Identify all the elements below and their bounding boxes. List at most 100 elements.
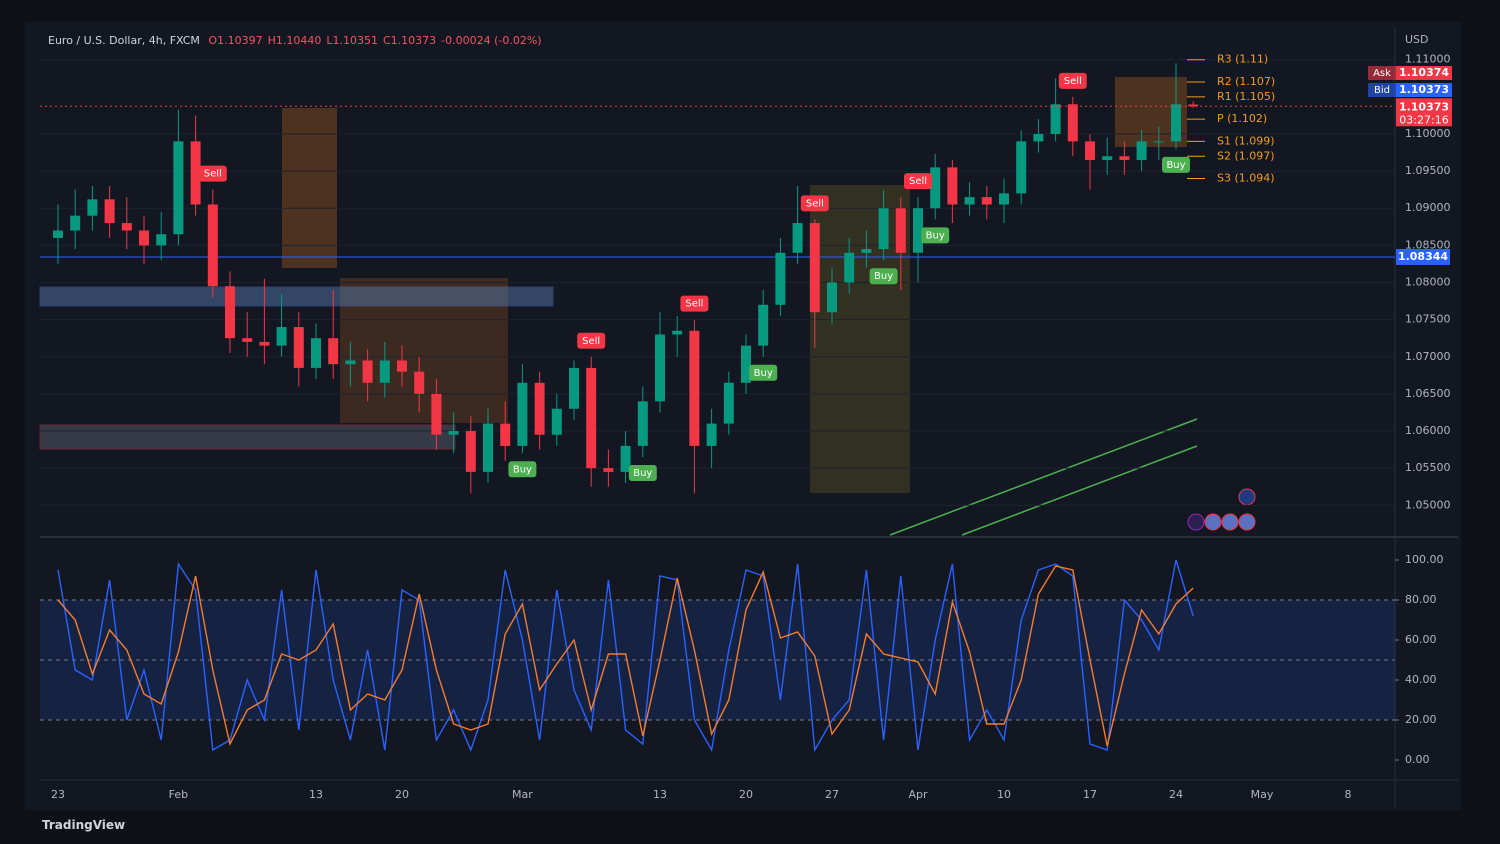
candle-body bbox=[775, 252, 786, 305]
y-tick-label: 0.00 bbox=[1405, 753, 1430, 766]
quote-tag-bg bbox=[1368, 83, 1396, 97]
signal-label: Buy bbox=[633, 468, 652, 479]
candle-body bbox=[121, 223, 132, 231]
symbol-title: Euro / U.S. Dollar, 4h, FXCM bbox=[48, 34, 200, 47]
event-icon[interactable] bbox=[1204, 513, 1222, 531]
candle-body bbox=[620, 445, 631, 472]
quote-tag-value: 1.10373 bbox=[1399, 83, 1449, 96]
y-tick-label: 1.06000 bbox=[1405, 424, 1451, 437]
candle-body bbox=[655, 334, 665, 402]
candle-body bbox=[758, 304, 769, 346]
candle-body bbox=[190, 141, 201, 205]
y-tick-label: 1.10000 bbox=[1405, 127, 1451, 140]
candle-body bbox=[1171, 104, 1181, 142]
event-icon[interactable] bbox=[1187, 513, 1205, 531]
event-icon[interactable] bbox=[1221, 513, 1239, 531]
ohlc-readout: -0.00024 (-0.02%) bbox=[441, 34, 542, 47]
x-tick-label: 24 bbox=[1169, 788, 1183, 801]
candle-body bbox=[947, 167, 958, 205]
candle-body bbox=[913, 208, 923, 253]
candle-body bbox=[173, 141, 184, 235]
candle-body bbox=[792, 223, 803, 253]
candle-body bbox=[104, 199, 115, 224]
candle-body bbox=[431, 393, 442, 435]
x-tick-label: May bbox=[1251, 788, 1274, 801]
y-tick-label: 1.09000 bbox=[1405, 201, 1451, 214]
candle-body bbox=[1067, 104, 1078, 142]
event-icon[interactable] bbox=[1238, 513, 1256, 531]
candle-body bbox=[53, 230, 63, 238]
quote-tag-value: 1.10374 bbox=[1399, 66, 1449, 79]
countdown: 03:27:16 bbox=[1399, 113, 1448, 126]
candle-body bbox=[930, 167, 941, 209]
signal-label: Buy bbox=[926, 230, 945, 241]
candle-body bbox=[70, 215, 81, 231]
x-tick-label: 10 bbox=[997, 788, 1011, 801]
signal-label: Sell bbox=[204, 169, 222, 180]
pivot-label: R2 (1.107) bbox=[1217, 75, 1275, 88]
candle-body bbox=[1119, 156, 1130, 160]
quote-tag-value-bg bbox=[1396, 66, 1452, 80]
y-tick-label: 1.06500 bbox=[1405, 387, 1451, 400]
quote-tag-label: Ask bbox=[1373, 68, 1391, 79]
candle-body bbox=[1102, 156, 1113, 160]
ohlc-readout: C1.10373 bbox=[382, 34, 437, 47]
ohlc-readout: H1.10440 bbox=[267, 34, 322, 47]
x-tick-label: 13 bbox=[653, 788, 667, 801]
candle-body bbox=[1188, 104, 1199, 107]
candle-body bbox=[741, 345, 751, 383]
y-tick-label: 1.11000 bbox=[1405, 53, 1451, 66]
x-tick-label: 13 bbox=[309, 788, 323, 801]
signal-label: Buy bbox=[754, 368, 773, 379]
signal-bg bbox=[749, 364, 778, 381]
candle-body bbox=[448, 431, 459, 435]
legend-header: Euro / U.S. Dollar, 4h, FXCM O1.10397 H1.… bbox=[48, 34, 547, 47]
y-tick-label: 1.07500 bbox=[1405, 313, 1451, 326]
quote-tag-value-bg bbox=[1396, 83, 1452, 97]
x-tick-label: 20 bbox=[739, 788, 753, 801]
y-tick-label: 1.05000 bbox=[1405, 498, 1451, 511]
event-icon[interactable] bbox=[1238, 488, 1256, 506]
candle-body bbox=[379, 360, 390, 383]
zone bbox=[39, 424, 456, 450]
candle-body bbox=[689, 330, 700, 446]
signal-bg bbox=[869, 268, 898, 285]
currency: USD bbox=[1405, 33, 1429, 46]
signal-label: Sell bbox=[685, 299, 703, 310]
candle-body bbox=[895, 208, 906, 253]
price-tag: 1.08344 bbox=[1398, 250, 1448, 263]
x-tick-label: Apr bbox=[908, 788, 928, 801]
y-tick-label: 40.00 bbox=[1405, 673, 1437, 686]
x-tick-label: 23 bbox=[51, 788, 65, 801]
oscillator-line bbox=[57, 559, 1194, 753]
signal-label: Buy bbox=[1166, 160, 1185, 171]
candle-body bbox=[1136, 141, 1147, 160]
candle-body bbox=[483, 423, 493, 472]
trend-line bbox=[961, 445, 1198, 536]
candle-body bbox=[827, 282, 837, 313]
candle-body bbox=[999, 193, 1009, 205]
x-tick-label: 8 bbox=[1345, 788, 1352, 801]
candle-body bbox=[397, 360, 407, 372]
signal-bg bbox=[921, 227, 950, 244]
candle-body bbox=[551, 408, 562, 435]
signal-label: Sell bbox=[909, 176, 927, 187]
candle-body bbox=[259, 341, 270, 346]
candle-body bbox=[225, 286, 235, 339]
signal-bg bbox=[577, 332, 606, 349]
candle-body bbox=[465, 431, 476, 472]
candle-body bbox=[603, 468, 614, 472]
candle-body bbox=[672, 330, 683, 335]
candle-body bbox=[809, 223, 820, 313]
candle-body bbox=[1050, 104, 1061, 134]
ohlc-readout: L1.10351 bbox=[326, 34, 378, 47]
candle-body bbox=[139, 230, 149, 246]
pivot-label: S1 (1.099) bbox=[1217, 134, 1275, 147]
candle-body bbox=[345, 360, 356, 365]
candle-body bbox=[569, 367, 579, 409]
pivot-label: S3 (1.094) bbox=[1217, 172, 1275, 185]
pivot-label: S2 (1.097) bbox=[1217, 149, 1275, 162]
y-tick-label: 1.05500 bbox=[1405, 461, 1451, 474]
signal-label: Sell bbox=[582, 336, 600, 347]
signal-bg bbox=[198, 165, 227, 182]
